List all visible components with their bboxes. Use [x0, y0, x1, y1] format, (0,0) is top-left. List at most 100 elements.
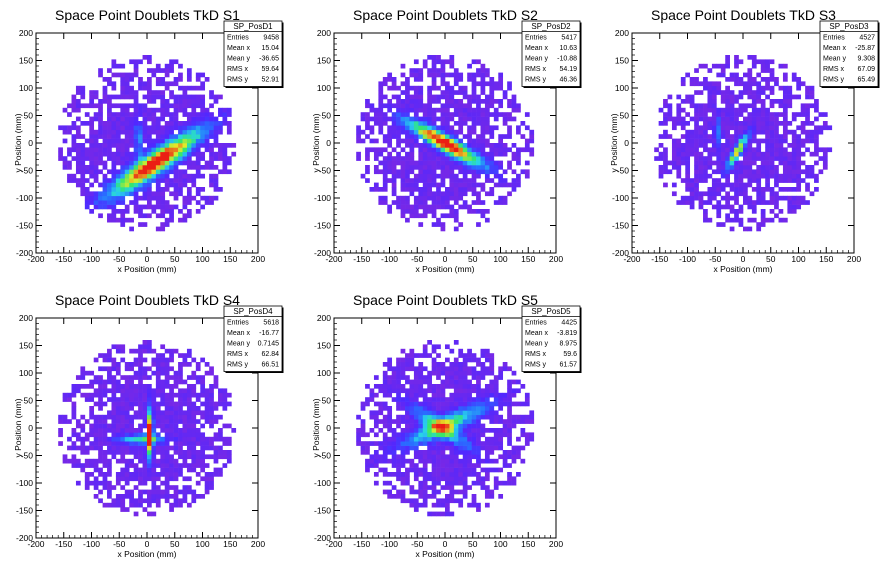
- heatmap-bin: [440, 143, 446, 148]
- heatmap-bin: [507, 441, 512, 446]
- heatmap-bin: [453, 419, 459, 424]
- heatmap-bin: [498, 178, 504, 183]
- heatmap-bin: [516, 125, 521, 131]
- heatmap-bin: [67, 392, 72, 398]
- heatmap-bin: [436, 116, 441, 122]
- heatmap-bin: [484, 414, 490, 420]
- heatmap-bin: [436, 410, 441, 416]
- heatmap-bin: [369, 147, 375, 153]
- heatmap-bin: [511, 151, 517, 157]
- heatmap-bin: [111, 217, 117, 223]
- heatmap-bin: [186, 151, 192, 157]
- heatmap-bin: [124, 209, 130, 214]
- x-tick-label: 200: [847, 254, 861, 264]
- heatmap-bin: [480, 441, 486, 446]
- heatmap-bin: [160, 160, 166, 166]
- heatmap-bin: [725, 94, 730, 100]
- heatmap-bin: [151, 68, 157, 73]
- heatmap-bin: [80, 423, 86, 429]
- heatmap-bin: [102, 379, 108, 385]
- heatmap-bin: [151, 472, 157, 477]
- heatmap-bin: [111, 432, 117, 438]
- heatmap-bin: [93, 204, 99, 210]
- heatmap-bin: [160, 392, 166, 398]
- heatmap-bin: [445, 81, 450, 87]
- heatmap-bin: [467, 432, 472, 438]
- heatmap-bin: [222, 160, 228, 166]
- heatmap-bin: [391, 472, 397, 477]
- heatmap-bin: [378, 116, 384, 122]
- heatmap-bin: [507, 392, 512, 398]
- heatmap-bin: [178, 397, 183, 402]
- heatmap-bin: [111, 143, 117, 148]
- heatmap-bin: [738, 151, 744, 157]
- heatmap-bin: [743, 187, 748, 192]
- heatmap-bin: [369, 392, 375, 398]
- heatmap-bin: [89, 458, 95, 464]
- heatmap-bin: [391, 441, 397, 446]
- heatmap-bin: [133, 138, 139, 144]
- heatmap-bin: [186, 454, 192, 460]
- heatmap-bin: [155, 138, 161, 144]
- heatmap-bin: [120, 85, 126, 91]
- heatmap-bin: [418, 432, 424, 438]
- heatmap-bin: [453, 366, 459, 372]
- heatmap-bin: [178, 432, 183, 438]
- heatmap-bin: [178, 178, 183, 183]
- heatmap-bin: [431, 445, 437, 451]
- heatmap-bin: [155, 90, 161, 95]
- heatmap-bin: [209, 112, 214, 117]
- heatmap-bin: [373, 463, 379, 468]
- heatmap-bin: [124, 397, 130, 402]
- heatmap-bin: [409, 441, 415, 446]
- heatmap-bin: [493, 375, 499, 380]
- heatmap-bin: [734, 107, 739, 113]
- heatmap-bin: [409, 121, 415, 126]
- heatmap-bin: [93, 200, 99, 205]
- heatmap-bin: [694, 195, 699, 201]
- heatmap-bin: [725, 116, 730, 122]
- heatmap-bin: [155, 187, 161, 192]
- heatmap-bin: [209, 103, 214, 109]
- heatmap-bin: [707, 81, 713, 87]
- heatmap-bin: [453, 112, 459, 117]
- heatmap-bin: [147, 467, 152, 473]
- heatmap-bin: [743, 147, 748, 153]
- heatmap-bin: [689, 81, 695, 87]
- heatmap-bin: [493, 436, 499, 442]
- heatmap-bin: [115, 344, 121, 350]
- heatmap-bin: [186, 401, 192, 407]
- heatmap-bin: [769, 68, 775, 73]
- heatmap-bin: [489, 143, 495, 148]
- heatmap-bin: [663, 112, 668, 117]
- heatmap-bin: [738, 178, 744, 183]
- heatmap-bin: [427, 191, 432, 197]
- heatmap-bin: [409, 397, 415, 402]
- heatmap-bin: [382, 370, 388, 376]
- heatmap-bin: [422, 454, 428, 460]
- heatmap-bin: [449, 160, 455, 166]
- heatmap-bin: [396, 379, 401, 385]
- x-tick-label: -150: [55, 254, 72, 264]
- heatmap-bin: [400, 428, 406, 433]
- heatmap-bin: [511, 182, 517, 188]
- heatmap-bin: [120, 494, 126, 499]
- heatmap-bin: [445, 494, 450, 499]
- heatmap-bin: [791, 209, 797, 214]
- heatmap-bin: [694, 77, 699, 82]
- heatmap-bin: [138, 169, 143, 175]
- heatmap-bin: [111, 94, 117, 100]
- heatmap-bin: [75, 116, 81, 122]
- heatmap-bin: [204, 143, 210, 148]
- x-tick-label: -50: [411, 254, 424, 264]
- heatmap-bin: [449, 94, 455, 100]
- heatmap-bin: [676, 151, 682, 157]
- heatmap-bin: [760, 59, 766, 65]
- heatmap-bin: [436, 182, 441, 188]
- heatmap-bin: [502, 419, 508, 424]
- heatmap-bin: [774, 191, 779, 197]
- heatmap-bin: [462, 94, 468, 100]
- heatmap-bin: [178, 388, 183, 394]
- heatmap-bin: [102, 125, 108, 131]
- heatmap-bin: [751, 169, 757, 175]
